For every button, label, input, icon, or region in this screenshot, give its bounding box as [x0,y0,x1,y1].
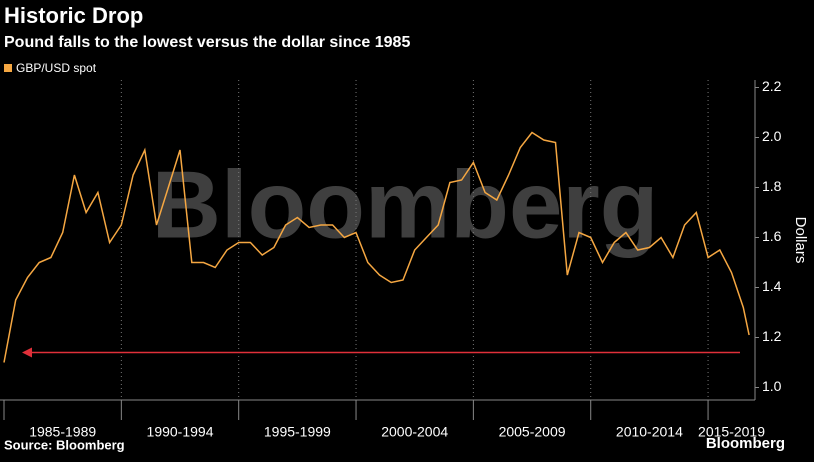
y-tick-label: 2.0 [762,128,782,144]
y-tick-label: 1.2 [762,328,782,344]
arrow-head [22,347,32,358]
y-tick-label: 2.2 [762,78,782,94]
x-tick-label: 1995-1999 [264,424,331,440]
logo: Bloomberg [706,435,785,452]
x-tick-label: 1985-1989 [29,424,96,440]
x-tick-label: 2000-2004 [381,424,448,440]
legend-label: GBP/USD spot [16,61,97,75]
chart-subtitle: Pound falls to the lowest versus the dol… [4,34,410,51]
y-tick-label: 1.4 [762,278,782,294]
line [3,131,750,363]
x-tick-label: 1990-1994 [147,424,214,440]
y-axis-label: Dollars [792,217,809,264]
y-tick-label: 1.0 [762,378,782,394]
legend-swatch [4,64,12,72]
y-tick-label: 1.8 [762,178,782,194]
watermark: Bloomberg [152,151,659,258]
x-tick-label: 2005-2009 [499,424,566,440]
x-tick-label: 2010-2014 [616,424,683,440]
x-tick-label: 2015-2019 [698,424,765,440]
chart-title: Historic Drop [4,3,143,28]
source: Source: Bloomberg [4,437,125,452]
y-tick-label: 1.6 [762,228,782,244]
